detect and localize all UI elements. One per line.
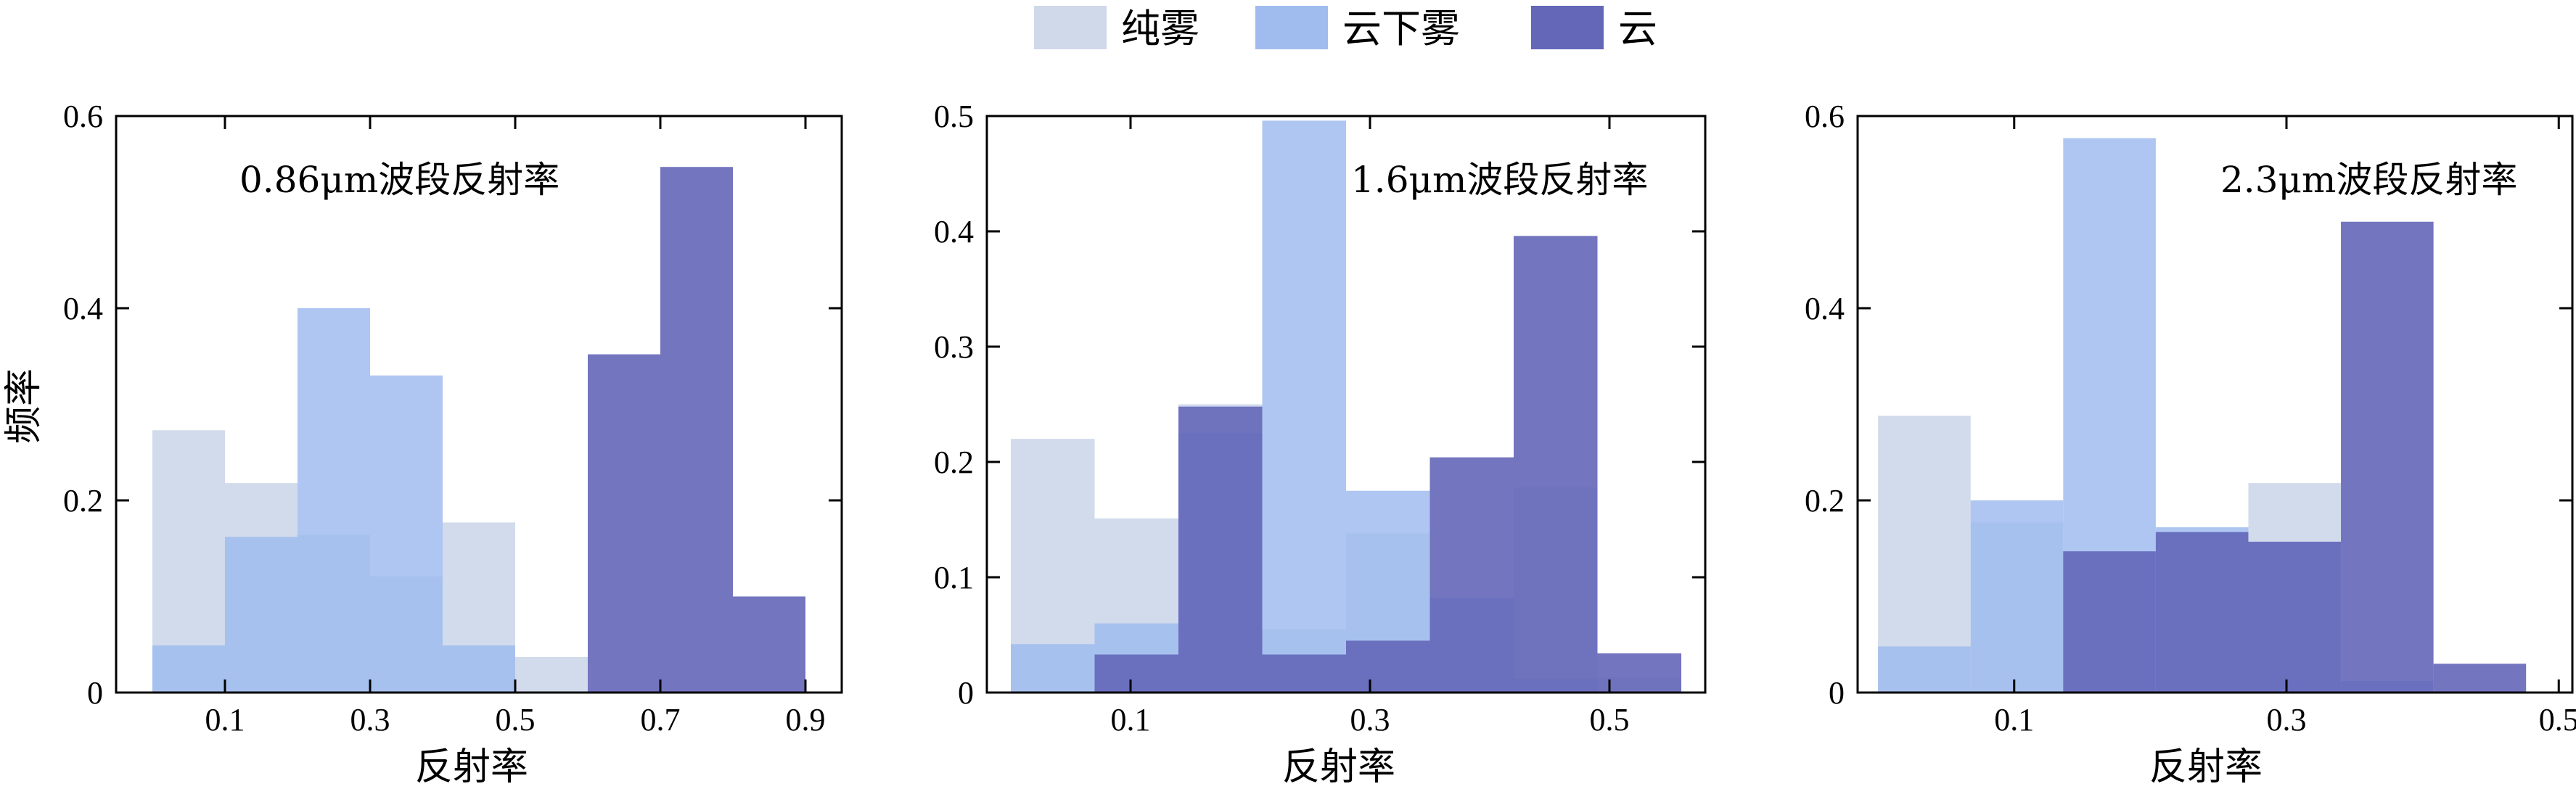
panel-1-xlabel: 反射率 [415, 745, 528, 789]
panel-1-xtick-label-2: 0.5 [496, 702, 536, 738]
panel-1-bar-s0-b5 [515, 656, 588, 693]
panel-2-ytick-label-5: 0.5 [934, 99, 974, 134]
panel-1-frame [115, 115, 843, 694]
panel-1: 0.1 0.3 0.5 0.7 0.9 0 0.2 0.4 0.6 0.86μm波段反射率 反射… [2, 99, 843, 789]
legend-swatch-cloud [1531, 6, 1604, 49]
panel-1-xtick-label-3: 0.7 [641, 702, 681, 738]
panel-3-xtick-label-1: 0.3 [2267, 702, 2307, 738]
legend-label-cloud: 云 [1618, 6, 1657, 51]
legend-label-fog-under-cloud: 云下雾 [1342, 6, 1460, 51]
panel-1-bar-s1-b4 [443, 645, 515, 693]
panel-3-ticks: 0.1 0.3 0.5 0 0.2 0.4 0.6 [1805, 99, 2576, 738]
panel-3-ytick-label-3: 0.6 [1805, 99, 1845, 134]
panel-1-bar-s1-b2 [298, 308, 370, 693]
panel-1-bar-s2-b8 [733, 596, 805, 693]
panel-3-frame [1856, 115, 2574, 694]
panel-2-bar-s2-b1 [1094, 654, 1178, 693]
panel-1-ytick-label-0: 0 [87, 675, 103, 711]
panel-1-xtick-label-0: 0.1 [205, 702, 245, 738]
panel-2-bars [1011, 120, 1681, 693]
panel-3-bar-s2-b2 [2063, 551, 2156, 693]
panel-1-ytick-label-1: 0.2 [63, 483, 103, 519]
panel-3-ytick-label-2: 0.4 [1805, 291, 1845, 326]
panel-2-bar-s2-b7 [1597, 653, 1681, 693]
panel-3-ytick-label-0: 0 [1829, 675, 1845, 711]
panel-2-xlabel: 反射率 [1282, 745, 1395, 789]
panel-3-xtick-label-2: 0.5 [2539, 702, 2576, 738]
panel-1-title: 0.86μm波段反射率 [239, 159, 559, 201]
panel-2-xtick-label-0: 0.1 [1111, 702, 1151, 738]
panel-2-ytick-label-2: 0.2 [934, 445, 974, 480]
panel-2-ytick-label-1: 0.1 [934, 560, 974, 595]
panel-3: 0.1 0.3 0.5 0 0.2 0.4 0.6 2.3μm波段反射率 反射率 [1805, 99, 2576, 789]
panel-3-xlabel: 反射率 [2149, 745, 2263, 789]
panel-3-bar-s2-b3 [2155, 532, 2249, 693]
panel-2-bar-s2-b6 [1514, 236, 1598, 693]
panel-3-title: 2.3μm波段反射率 [2220, 159, 2517, 201]
legend: 纯雾 云下雾 云 [1034, 6, 1657, 51]
panel-2-bar-s2-b3 [1262, 654, 1346, 693]
panel-2-ytick-label-4: 0.4 [934, 214, 974, 249]
panel-2-bar-s2-b4 [1346, 640, 1430, 693]
panel-2-title: 1.6μm波段反射率 [1351, 159, 1648, 201]
panel-1-bar-s1-b0 [152, 645, 225, 693]
legend-swatch-pure-fog [1034, 6, 1107, 49]
panel-2-ticks: 0.1 0.3 0.5 0 0.1 0.2 0.3 0.4 0.5 [934, 99, 1705, 738]
panel-3-bars [1878, 138, 2527, 693]
panel-2-bar-s1-b0 [1011, 644, 1095, 693]
panel-1-ticks: 0.1 0.3 0.5 0.7 0.9 0 0.2 0.4 0.6 [63, 99, 842, 738]
panel-1-xtick-label-1: 0.3 [350, 702, 390, 738]
panel-3-bar-s1-b1 [1970, 500, 2064, 693]
panel-1-ytick-label-2: 0.4 [63, 291, 103, 326]
panel-2-ytick-label-3: 0.3 [934, 329, 974, 365]
panel-3-ytick-label-1: 0.2 [1805, 483, 1845, 519]
legend-swatch-fog-under-cloud [1255, 6, 1328, 49]
panel-1-bar-s2-b6 [588, 354, 660, 693]
panel-3-bar-s2-b6 [2433, 664, 2527, 693]
panel-1-bar-s1-b1 [225, 537, 298, 693]
panel-1-bars [152, 167, 805, 693]
panel-1-bar-s2-b7 [660, 167, 733, 693]
panel-1-bar-s1-b3 [370, 375, 443, 693]
panel-2-xtick-label-1: 0.3 [1350, 702, 1390, 738]
panel-2-bar-s2-b2 [1178, 406, 1263, 693]
panel-2-frame [985, 115, 1707, 694]
panel-1-xtick-label-4: 0.9 [786, 702, 826, 738]
panel-2: 0.1 0.3 0.5 0 0.1 0.2 0.3 0.4 0.5 1.6μm波段反射率 反射率 [934, 99, 1707, 789]
panel-3-bar-s2-b5 [2341, 221, 2434, 693]
panel-2-ytick-label-0: 0 [958, 675, 974, 711]
legend-label-pure-fog: 纯雾 [1121, 6, 1199, 51]
panel-2-bar-s1-b3 [1262, 120, 1346, 693]
panel-2-bar-s2-b5 [1429, 457, 1514, 693]
panel-3-xtick-label-0: 0.1 [1994, 702, 2034, 738]
panel-3-bar-s1-b0 [1878, 646, 1971, 693]
panel-1-ytick-label-3: 0.6 [63, 99, 103, 134]
panel-3-bar-s2-b4 [2248, 541, 2342, 693]
panel-2-xtick-label-2: 0.5 [1590, 702, 1630, 738]
panel-1-ylabel: 频率 [2, 368, 46, 444]
